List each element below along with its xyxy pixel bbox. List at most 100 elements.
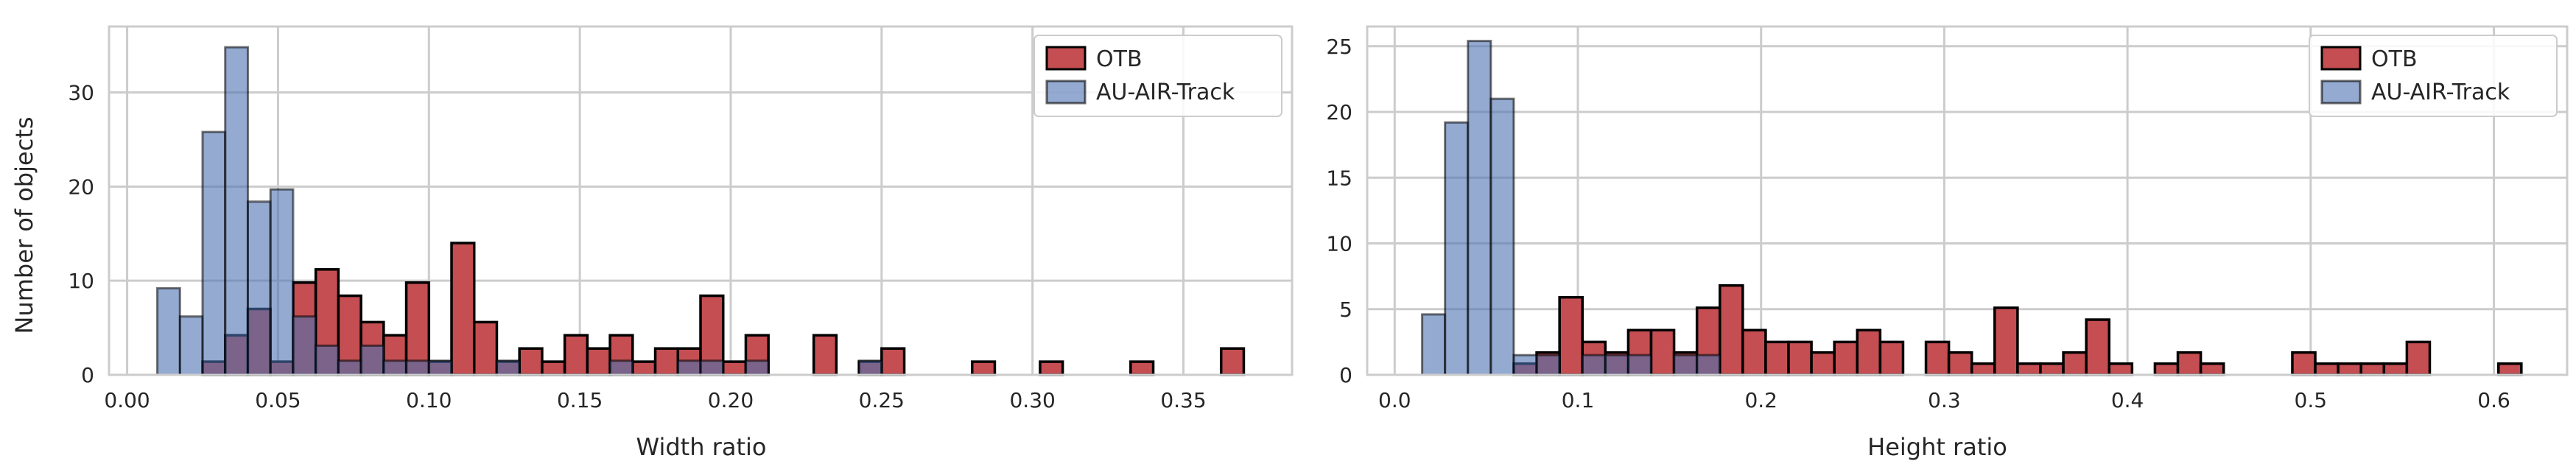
left-au-air-track-bar [224,46,249,376]
left-otb-bar [631,360,657,376]
left-x-tick-label: 0.05 [255,388,301,412]
left-otb-bar [1129,360,1155,376]
right-otb-bar [2291,351,2317,376]
left-au-air-track-bar [156,286,181,376]
left-otb-bar [1219,347,1246,376]
left-y-axis-label: Number of objects [10,116,38,334]
right-legend-au-label: AU-AIR-Track [2371,80,2510,105]
left-au-air-track-bar [744,359,770,376]
right-au-air-track-bar [1467,40,1492,376]
right-x-tick-label: 0.2 [1744,388,1777,412]
right-otb-bar [2153,362,2180,376]
right-y-tick-label: 10 [1326,232,1352,256]
right-y-tick-label: 20 [1326,100,1352,124]
left-x-tick-label: 0.20 [708,388,754,412]
right-otb-bar [1558,295,1584,376]
left-otb-bar [812,334,838,376]
left-au-air-track-bar [269,188,295,376]
right-otb-bar [1764,340,1790,376]
right-au-air-track-bar [1581,353,1607,376]
right-otb-bar [2359,362,2386,376]
right-x-axis-label: Height ratio [1867,433,2007,461]
left-y-tick-labels: 0 10 20 30 [68,80,94,387]
right-otb-bar [1787,340,1813,376]
right-x-tick-labels: 0.0 0.1 0.2 0.3 0.4 0.5 0.6 [1378,388,2510,412]
right-otb-bar [2337,362,2362,376]
right-otb-bar [2016,362,2042,376]
right-au-air-track-bar [1696,353,1722,376]
right-y-tick-labels: 0 5 10 15 20 25 [1326,35,1352,387]
left-au-air-track-bar [495,359,521,376]
left-otb-bar [450,242,476,376]
right-legend-au-swatch [2320,80,2362,105]
left-axes-frame [108,25,1294,376]
right-x-tick-label: 0.6 [2477,388,2510,412]
left-au-air-track-bar [676,359,702,376]
right-otb-bar [1833,340,1859,376]
right-otb-bar [2039,362,2065,376]
right-otb-bar [1741,328,1767,376]
left-au-air-track-bar [337,359,362,376]
right-legend-box [2309,35,2558,117]
right-au-air-track-bar [1604,353,1629,376]
left-y-tick-label: 0 [81,363,94,387]
right-otb-bar [2062,351,2088,376]
left-legend-box [1033,35,1282,117]
right-otb-bar [1719,284,1744,376]
left-otb-bar [518,347,544,376]
left-legend-au-swatch [1045,80,1087,105]
right-legend-otb-swatch [2320,46,2362,71]
left-x-axis-label: Width ratio [636,433,767,461]
left-au-air-track-bar [178,315,204,376]
right-au-air-track-bar [1444,121,1470,376]
right-y-tick-label: 25 [1326,35,1352,59]
left-au-air-track-bar [292,315,317,376]
right-otb-bar [2108,362,2134,376]
right-x-tick-label: 0.0 [1378,388,1411,412]
left-au-air-track-bar [405,359,430,376]
right-axes-frame [1366,25,2569,376]
left-legend: OTB AU-AIR-Track [1033,35,1282,117]
right-x-tick-label: 0.4 [2111,388,2144,412]
right-y-tick-label: 0 [1339,363,1352,387]
left-x-tick-label: 0.25 [859,388,905,412]
right-x-tick-label: 0.1 [1562,388,1595,412]
left-x-tick-labels: 0.00 0.05 0.10 0.15 0.20 0.25 0.30 0.35 [104,388,1206,412]
right-otb-bar [2085,318,2110,376]
right-otb-bar [1970,362,1996,376]
left-au-air-track-bar [382,359,408,376]
right-au-air-track-bar [1421,313,1447,376]
right-otb-bar [2382,362,2409,376]
left-au-air-track-bar [359,344,385,376]
left-y-tick-label: 10 [68,269,94,293]
right-au-air-track-bar [1535,353,1561,376]
left-otb-bar [721,360,748,376]
right-otb-bar [1993,306,2019,376]
left-otb-bar [653,347,680,376]
left-legend-au-label: AU-AIR-Track [1096,80,1235,105]
left-otb-bar [1039,360,1064,376]
right-x-tick-label: 0.3 [1928,388,1961,412]
left-otb-bar [404,281,431,376]
right-legend-otb-label: OTB [2371,46,2418,72]
left-x-tick-label: 0.15 [557,388,603,412]
right-y-tick-label: 5 [1339,298,1352,322]
left-otb-bar [970,360,997,376]
left-au-air-track-bar [699,359,725,376]
left-otb-bar [472,320,499,376]
right-au-air-track-bar [1626,353,1652,376]
right-legend: OTB AU-AIR-Track [2309,35,2558,117]
height-ratio-histogram: 0.0 0.1 0.2 0.3 0.4 0.5 0.6 0 5 10 15 20 25 Height … [1326,25,2569,461]
left-legend-otb-label: OTB [1096,46,1143,72]
right-otb-bar [1649,328,1676,376]
right-otb-bar [1878,340,1905,376]
left-otb-bar [586,347,611,376]
left-x-tick-label: 0.35 [1160,388,1206,412]
right-au-air-track-bar [1673,353,1699,376]
left-x-tick-label: 0.00 [104,388,150,412]
right-y-tick-label: 15 [1326,166,1352,190]
left-au-air-track-bar [427,359,453,376]
left-otb-bar [541,360,566,376]
